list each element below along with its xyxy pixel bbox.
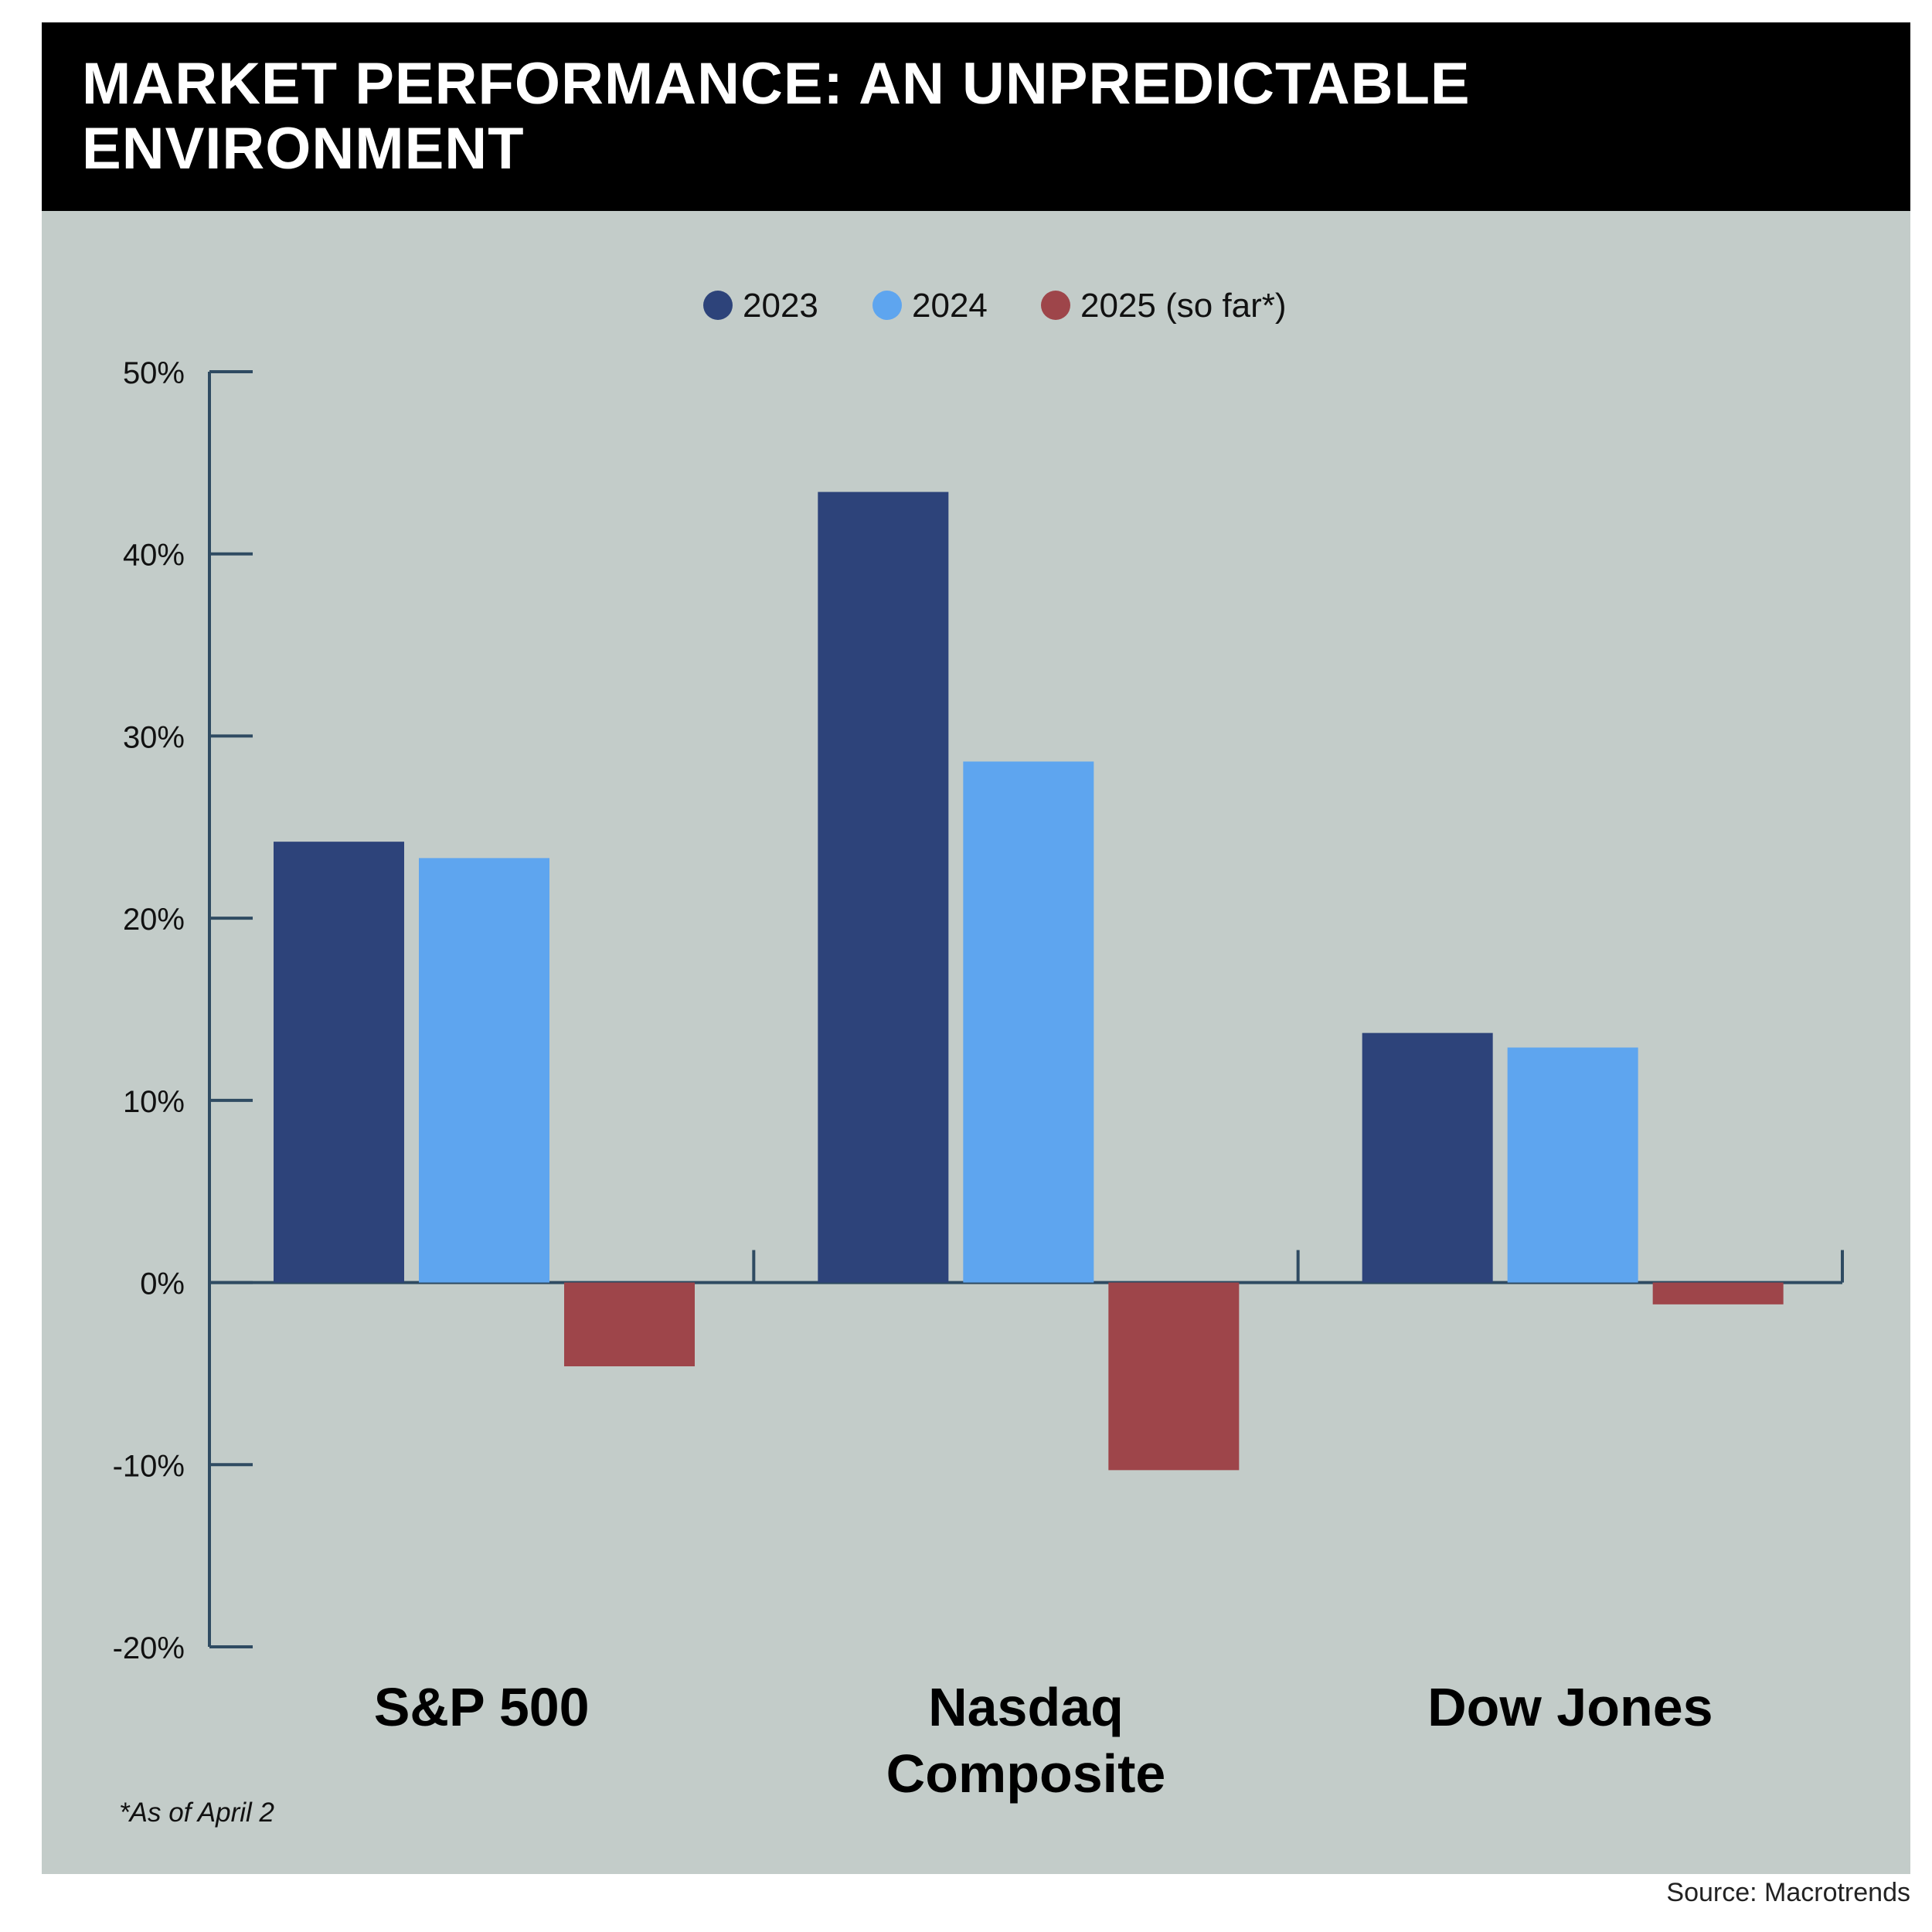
bar-2024-1 bbox=[963, 761, 1094, 1283]
bar-2024-0 bbox=[419, 858, 549, 1283]
source-note: Source: Macrotrends bbox=[1666, 1878, 1910, 1907]
y-tick-label: 30% bbox=[123, 720, 185, 754]
legend-label: 2024 bbox=[912, 287, 988, 325]
bar-2025-0 bbox=[564, 1282, 695, 1366]
category-label: Composite bbox=[886, 1743, 1166, 1804]
chart-panel: -20% -10% 0% 10% 20% 30% 40% 50% S&P 500 Nasdaq Co… bbox=[42, 211, 1910, 1874]
legend-marker bbox=[872, 291, 902, 320]
legend-label: 2023 bbox=[743, 287, 818, 325]
y-tick-label: 20% bbox=[123, 903, 185, 937]
title-band: MARKET PERFORMANCE: AN UNPREDICTABLE ENV… bbox=[42, 22, 1910, 211]
bar-chart: -20% -10% 0% 10% 20% 30% 40% 50% S&P 500 NasdaqCo… bbox=[113, 287, 1844, 1804]
category-label: S&P 500 bbox=[374, 1677, 590, 1737]
y-tick-label: 0% bbox=[140, 1267, 185, 1301]
category-label: Dow Jones bbox=[1427, 1677, 1713, 1737]
bar-2025-1 bbox=[1108, 1282, 1240, 1471]
bar-2023-0 bbox=[274, 842, 404, 1283]
y-tick-label: -20% bbox=[113, 1631, 185, 1665]
y-tick-label: 40% bbox=[123, 539, 185, 573]
bar-2023-1 bbox=[818, 492, 949, 1283]
bar-2025-2 bbox=[1652, 1282, 1784, 1304]
category-label: Nasdaq bbox=[928, 1677, 1124, 1737]
y-tick-label: -10% bbox=[113, 1449, 185, 1483]
bar-2023-2 bbox=[1362, 1032, 1493, 1283]
chart-title-line-1: MARKET PERFORMANCE: AN UNPREDICTABLE bbox=[82, 51, 1471, 117]
y-tick-label: 50% bbox=[123, 356, 185, 390]
legend-marker bbox=[703, 291, 733, 320]
legend-marker bbox=[1041, 291, 1070, 320]
bar-2024-2 bbox=[1507, 1047, 1638, 1283]
footnote: *As of April 2 bbox=[119, 1798, 275, 1828]
y-tick-label: 10% bbox=[123, 1085, 185, 1119]
legend-label: 2025 (so far*) bbox=[1080, 287, 1287, 325]
chart-title-line-2: ENVIRONMENT bbox=[82, 116, 525, 182]
